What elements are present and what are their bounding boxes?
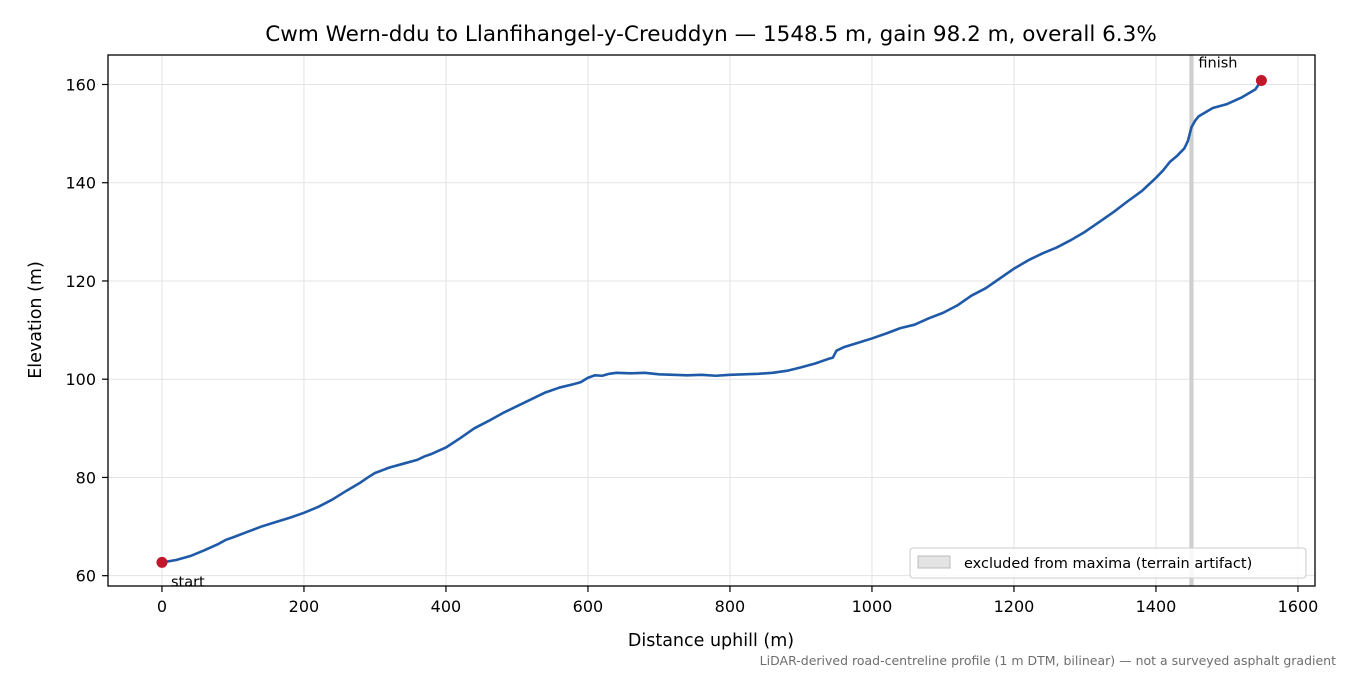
legend-swatch	[917, 555, 951, 569]
x-tick-label: 600	[573, 597, 604, 616]
legend: excluded from maxima (terrain artifact)	[909, 547, 1307, 579]
x-tick-label: 1400	[1136, 597, 1177, 616]
y-tick-label: 80	[76, 468, 96, 487]
x-tick-label: 400	[431, 597, 462, 616]
y-axis-label: Elevation (m)	[26, 261, 46, 379]
y-tick-label: 60	[76, 567, 96, 586]
start-marker	[156, 556, 168, 568]
x-tick-label: 1000	[852, 597, 893, 616]
plot-frame	[107, 54, 1316, 587]
start-annotation: start	[171, 574, 205, 590]
elevation-series-line	[160, 79, 1263, 564]
finish-marker	[1255, 75, 1267, 87]
y-tick-label: 140	[65, 174, 96, 193]
series-layer	[160, 79, 1263, 564]
chart-title: Cwm Wern-ddu to Llanfihangel-y-Creuddyn …	[265, 22, 1157, 47]
legend-label: excluded from maxima (terrain artifact)	[964, 556, 1252, 572]
x-tick-label: 1200	[994, 597, 1035, 616]
x-axis-ticks: 0 200 400 600 800 1000 1200 1400 1600	[157, 586, 1318, 616]
x-tick-label: 200	[289, 597, 320, 616]
marker-layer	[156, 75, 1267, 568]
finish-annotation: finish	[1198, 56, 1237, 72]
x-tick-label: 800	[715, 597, 746, 616]
y-tick-label: 120	[65, 272, 96, 291]
excluded-band	[1189, 55, 1194, 586]
y-tick-label: 160	[65, 75, 96, 94]
grid	[108, 55, 1315, 586]
legend-box	[909, 547, 1307, 579]
y-axis-ticks: 60 80 100 120 140 160	[65, 75, 108, 586]
x-tick-label: 1600	[1278, 597, 1319, 616]
x-axis-label: Distance uphill (m)	[628, 631, 794, 651]
x-tick-label: 0	[157, 597, 167, 616]
excluded-band-layer	[1189, 55, 1194, 586]
y-tick-label: 100	[65, 370, 96, 389]
footnote: LiDAR-derived road-centreline profile (1…	[760, 653, 1336, 668]
